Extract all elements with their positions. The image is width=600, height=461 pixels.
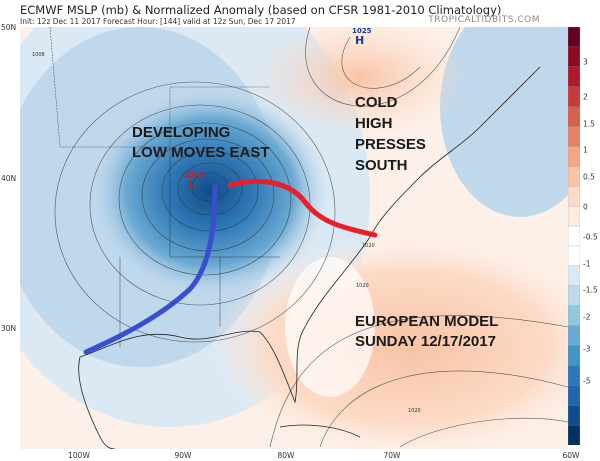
annotation-line: EUROPEAN MODEL (355, 313, 499, 330)
colorbar-label: 0 (583, 202, 588, 212)
colorbar-swatch (568, 126, 580, 148)
colorbar-swatch (568, 66, 580, 88)
high-pressure-value: 1025 (352, 27, 372, 35)
negative-anomaly-low (90, 87, 330, 297)
colorbar-swatch (568, 106, 580, 128)
annotation-line: COLD (355, 94, 398, 111)
annotation-line: LOW MOVES EAST (132, 144, 270, 161)
map-subtitle: Init: 12z Dec 11 2017 Forecast Hour: [14… (20, 17, 296, 26)
colorbar-label: 3 (583, 57, 588, 67)
annotation-high: COLD HIGH PRESSES SOUTH (355, 92, 426, 176)
colorbar-swatch (568, 265, 580, 287)
colorbar-swatch (568, 146, 580, 167)
colorbar-label: -5 (583, 376, 591, 386)
coastlines (49, 27, 541, 449)
colorbar-swatch (568, 365, 580, 386)
colorbar-label: 2 (583, 92, 588, 102)
colorbar-swatch (568, 225, 580, 247)
colorbar-swatch (568, 186, 580, 207)
annotation-line: PRESSES (355, 136, 426, 153)
high-pressure-letter: H (355, 34, 365, 47)
colorbar-swatch (568, 424, 580, 445)
colorbar-label: -1 (583, 259, 591, 269)
colorbar-label: 1 (583, 145, 588, 155)
anomaly-colorbar (568, 27, 580, 445)
colorbar-swatch (568, 245, 580, 267)
annotation-line: SOUTH (355, 157, 408, 174)
annotation-line: HIGH (355, 115, 393, 132)
colorbar-swatch (568, 166, 580, 187)
colorbar-swatch (568, 405, 580, 426)
low-pressure-letter: L (188, 178, 196, 191)
lat-label-30n: 30N (1, 324, 17, 333)
mslp-anomaly-map (20, 27, 568, 449)
lon-label-60w: 60W (562, 451, 580, 460)
annotation-line: SUNDAY 12/17/2017 (355, 333, 496, 350)
cold-front (83, 184, 218, 355)
colorbar-label: -0.5 (583, 232, 598, 242)
colorbar-swatch (568, 285, 580, 307)
neutral-region (285, 257, 375, 397)
colorbar-label: -2 (583, 312, 591, 322)
isobar-label: 1020 (356, 283, 369, 289)
annotation-model: EUROPEAN MODEL SUNDAY 12/17/2017 (355, 312, 498, 352)
low-pressure-value: 1000 (184, 171, 204, 179)
positive-anomaly-high (250, 27, 470, 137)
colorbar-swatch (568, 27, 580, 48)
colorbar-swatch (568, 345, 580, 367)
colorbar-swatch (568, 385, 580, 406)
colorbar-swatch (568, 325, 580, 347)
warm-front (227, 178, 378, 238)
colorbar-label: 0.5 (583, 172, 595, 182)
brand-watermark: TROPICALTIDBITS.COM (428, 15, 540, 25)
lon-label-70w: 70W (383, 451, 401, 460)
map-title: ECMWF MSLP (mb) & Normalized Anomaly (ba… (20, 3, 502, 17)
isobar-label: 1020 (408, 408, 421, 414)
colorbar-swatch (568, 305, 580, 327)
colorbar-swatch (568, 205, 580, 227)
lat-label-50n: 50N (1, 23, 17, 32)
annotation-line: DEVELOPING (132, 124, 231, 141)
colorbar-label: -3 (583, 344, 591, 354)
annotation-low: DEVELOPING LOW MOVES EAST (132, 123, 270, 163)
isobar-label: 1008 (32, 52, 45, 58)
isobar-label: 1020 (362, 243, 375, 249)
colorbar-swatch (568, 86, 580, 108)
lon-label-80w: 80W (277, 451, 295, 460)
lon-label-90w: 90W (174, 451, 192, 460)
negative-anomaly-northeast (440, 27, 568, 217)
lat-label-40n: 40N (1, 174, 17, 183)
colorbar-label: -1.5 (583, 285, 598, 295)
colorbar-label: 1.5 (583, 119, 595, 129)
colorbar-swatch (568, 46, 580, 68)
isobars (54, 27, 568, 448)
lon-label-100w: 100W (68, 451, 90, 460)
